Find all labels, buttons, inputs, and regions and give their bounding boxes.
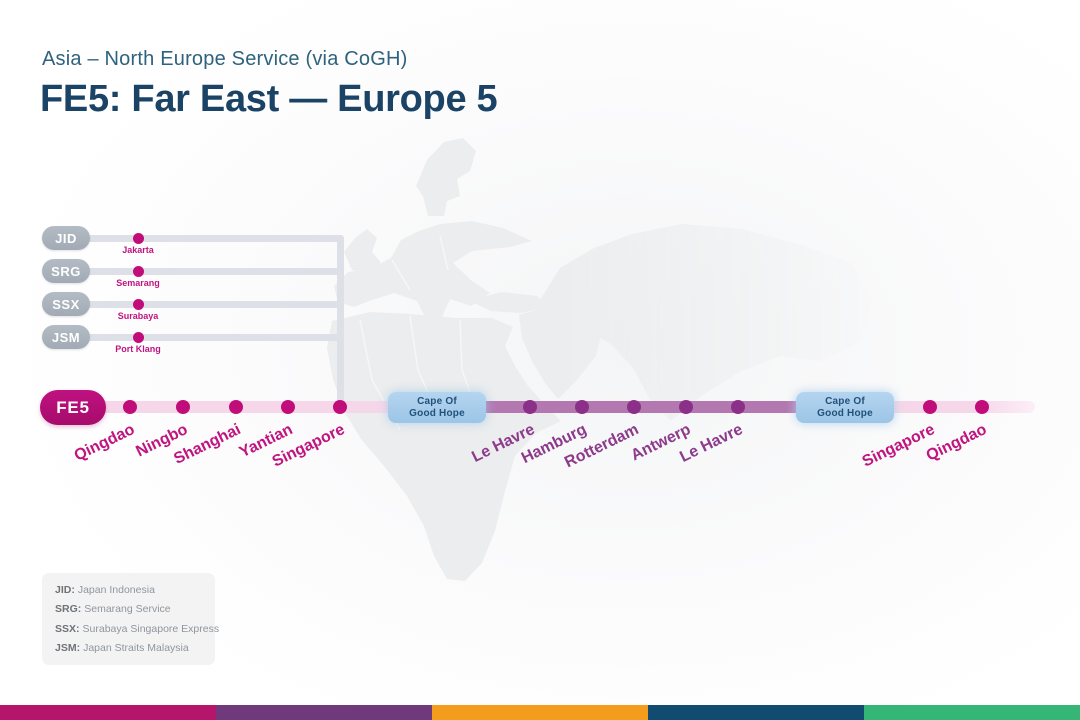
legend-box: JID: Japan Indonesia SRG: Semarang Service S… — [42, 573, 219, 665]
port-dot — [679, 400, 693, 414]
legend-item: SSX: Surabaya Singapore Express — [55, 622, 219, 635]
legend-item-name: Surabaya Singapore Express — [82, 622, 220, 635]
feeder-line — [66, 267, 344, 275]
footer-bar-segment — [216, 705, 432, 720]
legend-item-code: JID: — [55, 584, 75, 596]
feeder-code-pill: SSX — [42, 292, 90, 316]
feeder-port-dot — [132, 298, 144, 310]
port-dot — [333, 400, 347, 414]
cape-badge-line2: Good Hope — [817, 407, 873, 419]
footer-bar-segment — [648, 705, 864, 720]
port-dot — [975, 400, 989, 414]
cape-of-good-hope-badge: Cape Of Good Hope — [796, 392, 894, 423]
legend-item-code: SSX: — [55, 622, 80, 635]
service-subtitle: Asia – North Europe Service (via CoGH) — [42, 48, 408, 70]
feeder-line — [66, 234, 344, 242]
feeder-port-dot — [132, 265, 144, 277]
legend-item: JSM: Japan Straits Malaysia — [55, 642, 202, 654]
port-dot — [229, 400, 243, 414]
feeder-code-pill: SRG — [42, 259, 90, 283]
cape-badge-line2: Good Hope — [409, 407, 465, 419]
legend-item: JID: Japan Indonesia — [55, 584, 202, 596]
feeder-port-label: Surabaya — [117, 311, 159, 321]
cape-badge-line1: Cape Of — [417, 395, 457, 407]
port-dot — [281, 400, 295, 414]
port-dot — [627, 400, 641, 414]
port-dot — [123, 400, 137, 414]
service-badge: FE5 — [40, 390, 106, 425]
feeder-port-dot — [132, 232, 144, 244]
footer-color-bar — [0, 705, 1080, 720]
legend-item-name: Japan Indonesia — [77, 584, 155, 596]
feeder-port-label: Semarang — [116, 278, 160, 288]
feeder-code-pill: JSM — [42, 325, 90, 349]
cape-of-good-hope-badge: Cape Of Good Hope — [388, 392, 486, 423]
page-title: FE5: Far East — Europe 5 — [40, 78, 498, 120]
feeder-code-pill: JID — [42, 226, 90, 250]
legend-item: SRG: Semarang Service — [55, 603, 202, 615]
feeder-vertical-connector — [337, 235, 344, 407]
legend-item-code: JSM: — [55, 641, 81, 654]
legend-item-name: Japan Straits Malaysia — [83, 641, 189, 654]
legend-item-name: Semarang Service — [84, 603, 171, 616]
port-dot — [923, 400, 937, 414]
feeder-port-dot — [132, 331, 144, 343]
continent-shapes — [327, 138, 872, 581]
cape-badge-line1: Cape Of — [825, 395, 865, 407]
port-dot — [575, 400, 589, 414]
feeder-line — [66, 333, 344, 341]
port-dot — [523, 400, 537, 414]
footer-bar-segment — [432, 705, 648, 720]
footer-bar-segment — [0, 705, 216, 720]
legend-item-code: SRG: — [55, 603, 82, 616]
footer-bar-segment — [864, 705, 1080, 720]
feeder-port-label: Port Klang — [115, 344, 161, 354]
port-dot — [176, 400, 190, 414]
feeder-line — [66, 300, 344, 308]
feeder-port-label: Jakarta — [122, 245, 154, 255]
port-dot — [731, 400, 745, 414]
